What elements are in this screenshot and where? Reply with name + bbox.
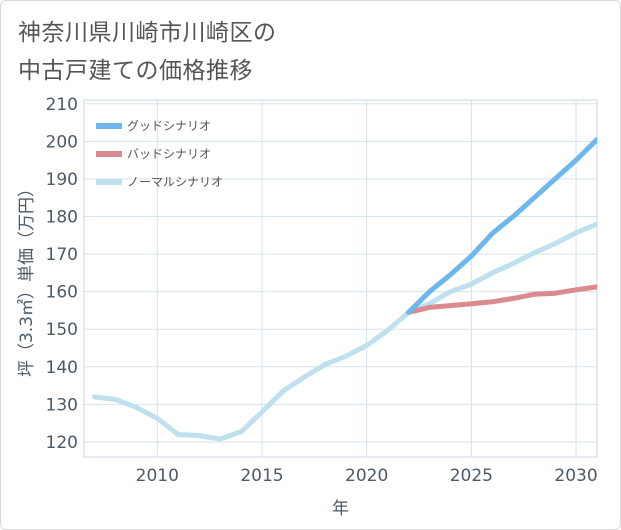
y-tick-label: 180 — [46, 207, 78, 227]
y-tick-label: 160 — [46, 283, 78, 303]
legend-label: ノーマルシナリオ — [127, 175, 223, 189]
tick-labels: 120 130 140 150 160 170 180 190 200 210 2010 2015 20… — [46, 95, 598, 486]
y-tick-label: 200 — [46, 132, 78, 152]
y-axis-label: 坪（3.3㎡）単価（万円） — [17, 180, 37, 377]
y-tick-label: 190 — [46, 170, 78, 190]
x-tick-label: 2010 — [136, 466, 179, 486]
y-tick-label: 210 — [46, 95, 78, 115]
legend-label: グッドシナリオ — [127, 119, 211, 133]
series-line — [406, 284, 597, 315]
chart-title: 神奈川県川崎市川崎区の 中古戸建ての価格推移 — [18, 14, 277, 90]
y-tick-label: 120 — [46, 433, 78, 453]
series-line — [406, 137, 597, 315]
y-tick-label: 170 — [46, 245, 78, 265]
chart-title-line1: 神奈川県川崎市川崎区の — [18, 20, 277, 46]
y-tick-label: 130 — [46, 395, 78, 415]
x-tick-label: 2020 — [345, 466, 388, 486]
x-tick-label: 2025 — [450, 466, 493, 486]
legend-label: バッドシナリオ — [127, 147, 211, 161]
series-layer — [92, 137, 597, 442]
plot-area — [83, 99, 598, 458]
x-tick-label: 2015 — [240, 466, 283, 486]
y-tick-label: 140 — [46, 358, 78, 378]
series-line — [92, 221, 597, 442]
x-tick-label: 2030 — [554, 466, 597, 486]
x-axis-label: 年 — [332, 499, 349, 519]
chart-title-line2: 中古戸建ての価格推移 — [18, 58, 253, 84]
y-tick-label: 150 — [46, 320, 78, 340]
